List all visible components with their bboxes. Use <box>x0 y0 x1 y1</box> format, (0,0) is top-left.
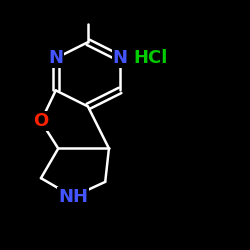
Text: HCl: HCl <box>134 49 168 67</box>
Text: O: O <box>33 112 48 130</box>
Text: N: N <box>48 49 63 67</box>
Text: NH: NH <box>58 188 88 206</box>
Text: N: N <box>112 49 128 67</box>
